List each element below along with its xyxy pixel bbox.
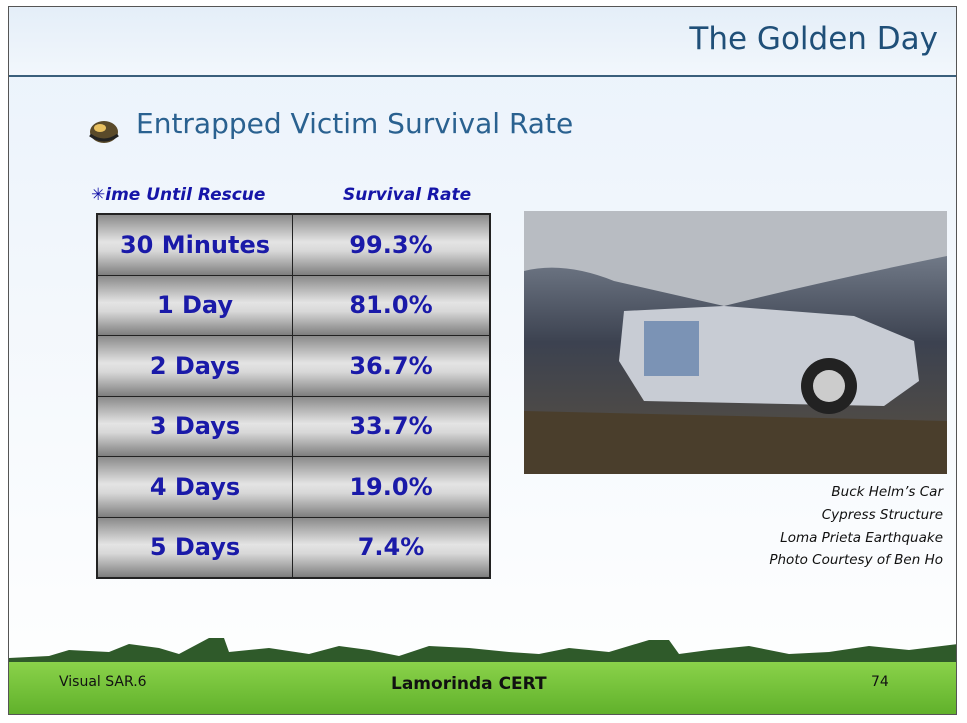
table-cell: 7.4% [293,518,489,577]
table-cell: 99.3% [293,215,489,276]
title: The Golden Day [689,21,938,57]
subtitle: Entrapped Victim Survival Rate [136,107,573,140]
skyline [9,632,957,664]
page-number: 74 [871,674,889,690]
table-cell: 81.0% [293,276,489,337]
table-cell: 5 Days [98,518,293,577]
table-cell: 4 Days [98,457,293,518]
caption-line: Buck Helm’s Car [831,484,943,500]
table-cell: 3 Days [98,397,293,458]
caption-line: Loma Prieta Earthquake [780,530,943,546]
footer-left: Visual SAR.6 [59,674,147,690]
caption-line: Photo Courtesy of Ben Ho [769,552,943,568]
column-header: ✳ime Until Rescue [91,185,265,205]
caption-line: Cypress Structure [822,507,943,523]
table-cell: 30 Minutes [98,215,293,276]
table-cell: 19.0% [293,457,489,518]
slide: The Golden Day Entrapped Victim Survival… [8,6,957,715]
title-bar: The Golden Day [9,7,956,77]
table-cell: 36.7% [293,336,489,397]
photo [524,211,947,474]
footer-center: Lamorinda CERT [391,674,547,694]
table-cell: 2 Days [98,336,293,397]
table-cell: 33.7% [293,397,489,458]
column-header: Survival Rate [343,185,471,205]
helmet-icon [87,115,121,145]
table-cell: 1 Day [98,276,293,337]
